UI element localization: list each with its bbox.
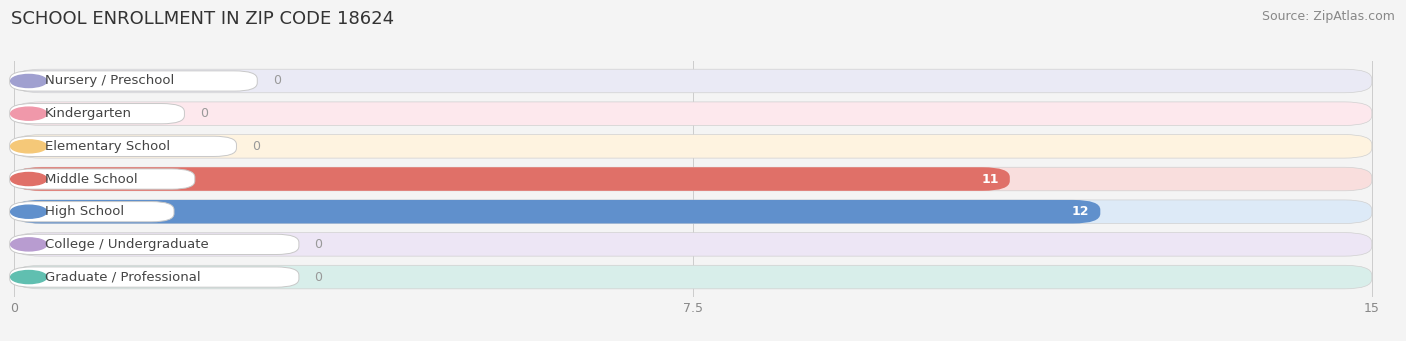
Text: Elementary School: Elementary School	[45, 140, 170, 153]
FancyBboxPatch shape	[14, 200, 1101, 223]
Text: Nursery / Preschool: Nursery / Preschool	[45, 74, 174, 88]
Text: 12: 12	[1071, 205, 1090, 218]
FancyBboxPatch shape	[14, 265, 1372, 289]
Text: 0: 0	[273, 74, 281, 88]
Circle shape	[11, 173, 46, 186]
Text: 0: 0	[252, 140, 260, 153]
Text: 0: 0	[315, 270, 322, 284]
FancyBboxPatch shape	[10, 234, 299, 254]
Text: Source: ZipAtlas.com: Source: ZipAtlas.com	[1261, 10, 1395, 23]
FancyBboxPatch shape	[10, 267, 299, 287]
FancyBboxPatch shape	[10, 169, 195, 189]
Circle shape	[11, 74, 46, 88]
Circle shape	[11, 270, 46, 284]
Text: 0: 0	[200, 107, 208, 120]
FancyBboxPatch shape	[14, 167, 1010, 191]
FancyBboxPatch shape	[14, 135, 1372, 158]
Text: 0: 0	[315, 238, 322, 251]
FancyBboxPatch shape	[14, 200, 1372, 223]
Text: Middle School: Middle School	[45, 173, 138, 186]
FancyBboxPatch shape	[14, 69, 1372, 93]
FancyBboxPatch shape	[14, 102, 1372, 125]
FancyBboxPatch shape	[10, 136, 236, 157]
Text: Kindergarten: Kindergarten	[45, 107, 132, 120]
Circle shape	[11, 238, 46, 251]
FancyBboxPatch shape	[10, 71, 257, 91]
Circle shape	[11, 107, 46, 120]
FancyBboxPatch shape	[14, 233, 1372, 256]
Text: High School: High School	[45, 205, 124, 218]
FancyBboxPatch shape	[10, 104, 184, 124]
FancyBboxPatch shape	[10, 202, 174, 222]
Text: College / Undergraduate: College / Undergraduate	[45, 238, 209, 251]
Text: Graduate / Professional: Graduate / Professional	[45, 270, 201, 284]
Text: 11: 11	[981, 173, 998, 186]
Circle shape	[11, 205, 46, 218]
Text: SCHOOL ENROLLMENT IN ZIP CODE 18624: SCHOOL ENROLLMENT IN ZIP CODE 18624	[11, 10, 394, 28]
FancyBboxPatch shape	[14, 167, 1372, 191]
Circle shape	[11, 140, 46, 153]
